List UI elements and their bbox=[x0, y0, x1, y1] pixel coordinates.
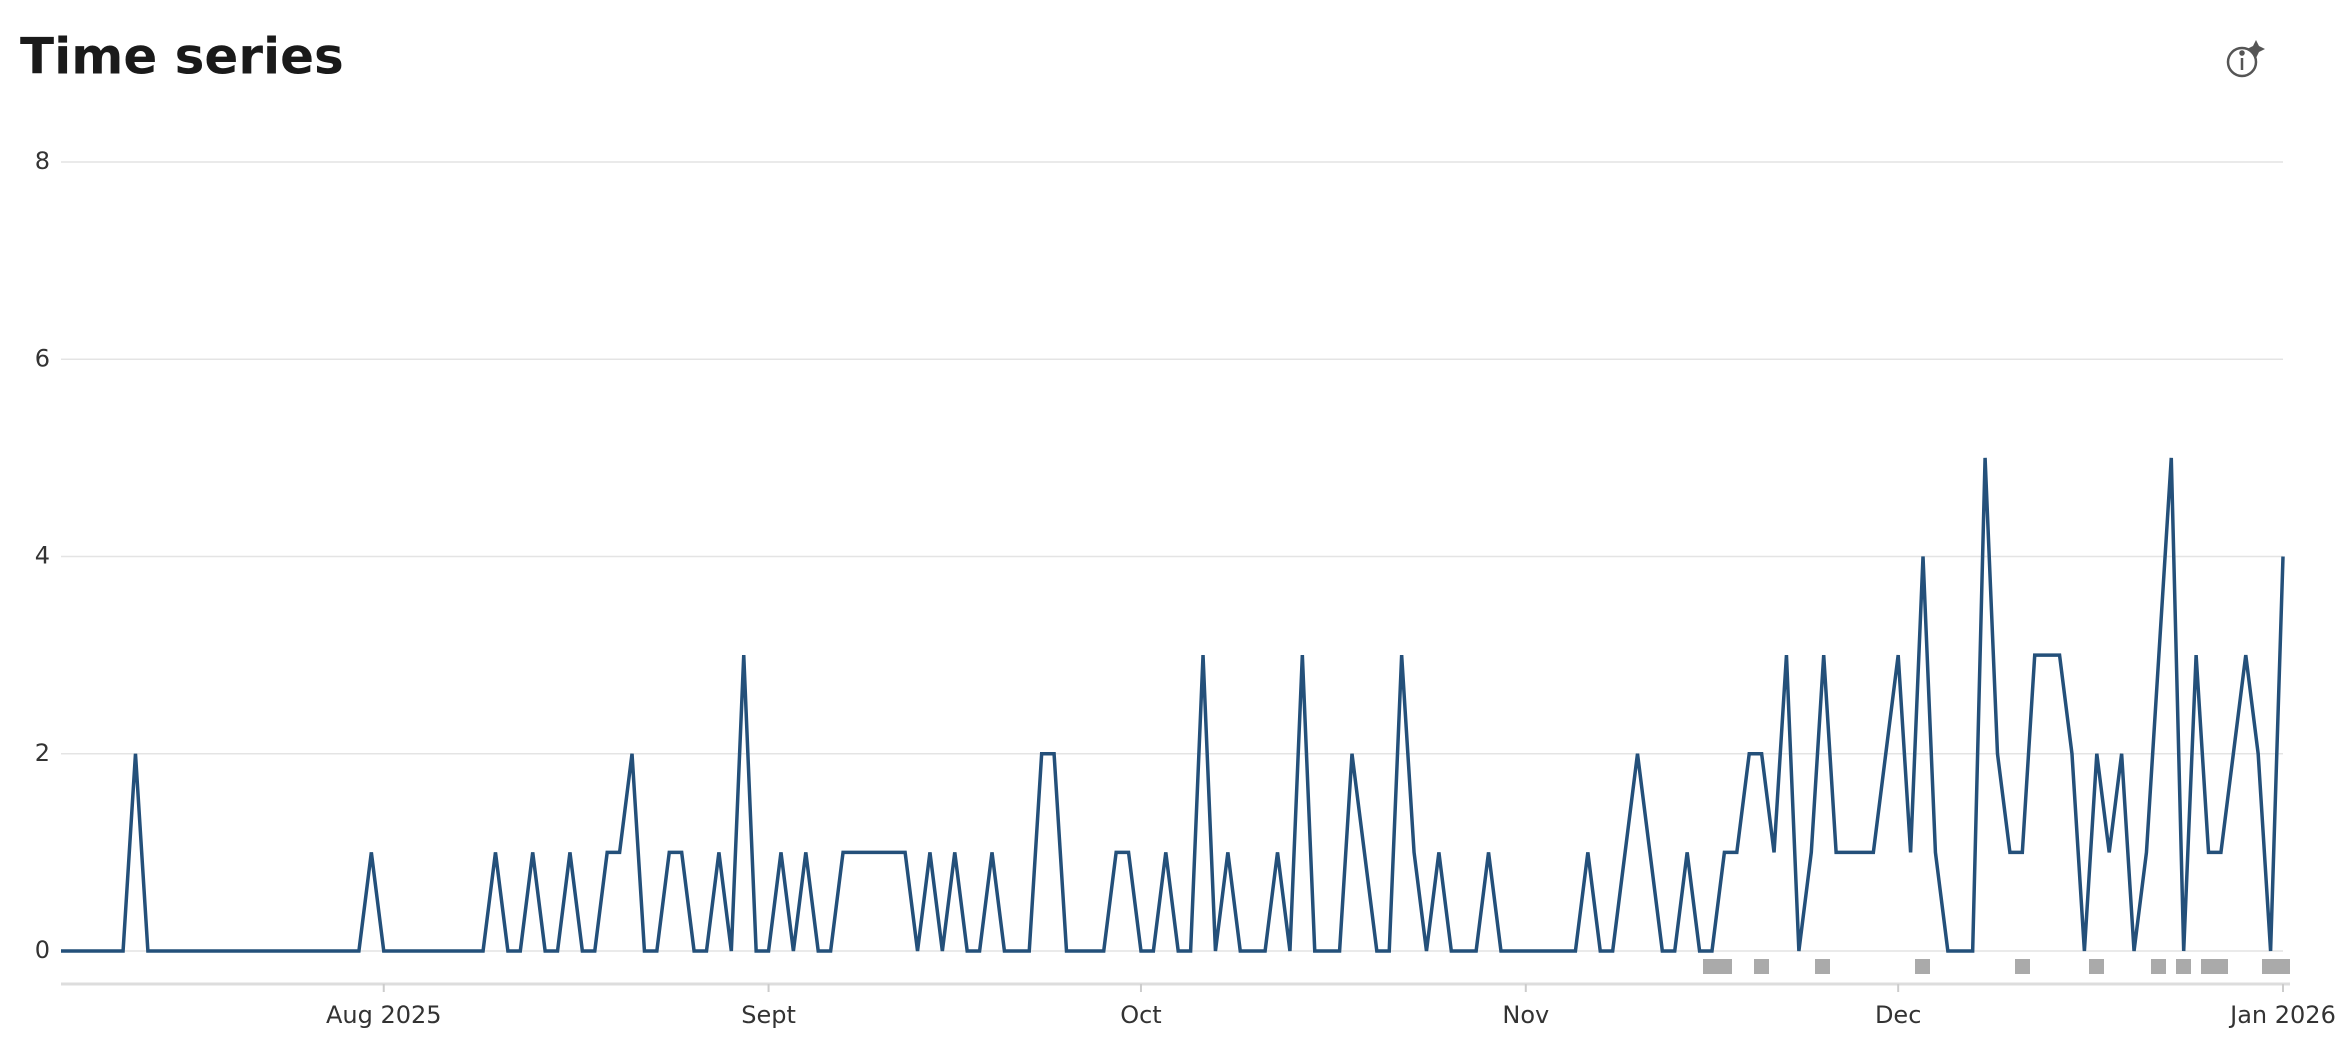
event-marker bbox=[1915, 959, 1930, 974]
x-tick-label: Nov bbox=[1502, 1001, 1549, 1029]
info-button[interactable] bbox=[2226, 40, 2265, 78]
event-markers bbox=[1703, 959, 2290, 974]
info-icon bbox=[2226, 46, 2258, 78]
x-tick-label: Sept bbox=[741, 1001, 796, 1029]
x-tick-label: Jan 2026 bbox=[2228, 1001, 2336, 1029]
event-marker bbox=[2275, 959, 2290, 974]
event-marker bbox=[2089, 959, 2104, 974]
y-tick-label: 0 bbox=[35, 936, 50, 964]
x-tick-label: Aug 2025 bbox=[326, 1001, 442, 1029]
sparkle-icon bbox=[2247, 40, 2265, 58]
event-marker bbox=[1717, 959, 1732, 974]
event-marker bbox=[1815, 959, 1830, 974]
y-tick-label: 2 bbox=[35, 739, 50, 767]
info-icon bbox=[2239, 50, 2245, 56]
event-marker bbox=[1703, 959, 1718, 974]
event-marker bbox=[2176, 959, 2191, 974]
y-tick-label: 4 bbox=[35, 542, 50, 570]
event-marker bbox=[2151, 959, 2166, 974]
event-marker bbox=[2262, 959, 2277, 974]
y-tick-label: 8 bbox=[35, 147, 50, 175]
chart-title: Time series bbox=[20, 28, 344, 86]
event-marker bbox=[1754, 959, 1769, 974]
data-line bbox=[61, 457, 2285, 953]
event-marker bbox=[2213, 959, 2228, 974]
event-marker bbox=[2015, 959, 2030, 974]
event-marker bbox=[2201, 959, 2216, 974]
x-tick-label: Oct bbox=[1120, 1001, 1162, 1029]
y-tick-label: 6 bbox=[35, 344, 50, 372]
x-tick-label: Dec bbox=[1875, 1001, 1921, 1029]
